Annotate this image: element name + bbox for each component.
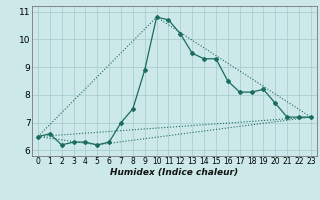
X-axis label: Humidex (Indice chaleur): Humidex (Indice chaleur) bbox=[110, 168, 238, 177]
